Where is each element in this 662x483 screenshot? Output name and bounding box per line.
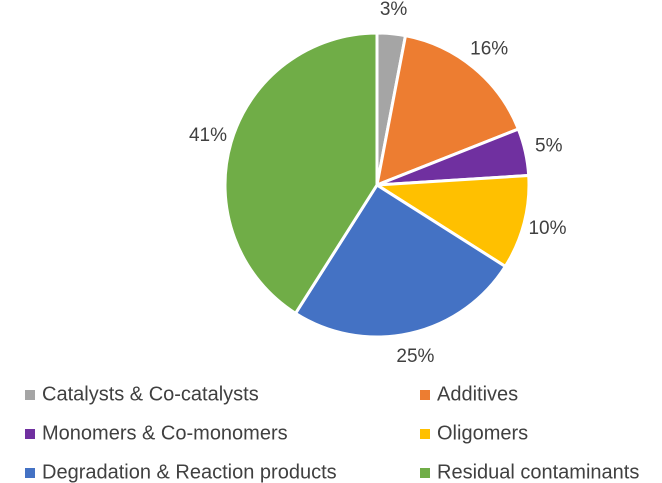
legend-label: Oligomers bbox=[437, 422, 528, 444]
legend-swatch bbox=[25, 429, 35, 439]
legend-swatch bbox=[25, 468, 35, 478]
data-label: 10% bbox=[528, 218, 566, 239]
pie-slice bbox=[293, 182, 508, 339]
legend-swatch bbox=[420, 429, 430, 439]
data-label: 16% bbox=[470, 38, 508, 59]
data-label: 41% bbox=[189, 125, 227, 146]
legend-swatch bbox=[420, 390, 430, 400]
legend-swatch bbox=[25, 390, 35, 400]
legend-label: Monomers & Co-monomers bbox=[42, 422, 288, 444]
legend-swatch bbox=[420, 468, 430, 478]
pie-slice bbox=[372, 173, 531, 269]
legend-label: Degradation & Reaction products bbox=[42, 461, 337, 483]
pie-slice bbox=[375, 33, 521, 188]
data-label: 3% bbox=[380, 0, 408, 20]
legend-label: Catalysts & Co-catalysts bbox=[42, 383, 259, 405]
legend-label: Residual contaminants bbox=[437, 461, 639, 483]
data-label: 5% bbox=[535, 136, 563, 157]
legend-label: Additives bbox=[437, 383, 518, 405]
data-label: 25% bbox=[396, 346, 434, 367]
pie-slice bbox=[223, 31, 379, 316]
